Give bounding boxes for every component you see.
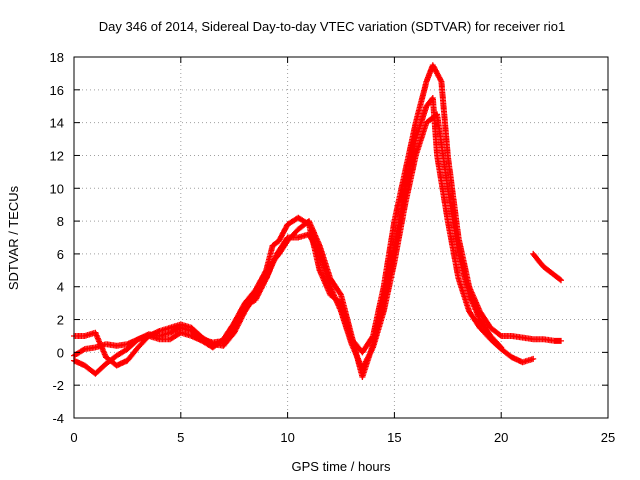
series-markers — [71, 62, 564, 359]
y-tick-label: 12 — [50, 148, 64, 163]
y-tick-label: 6 — [57, 247, 64, 262]
y-tick-label: 14 — [50, 116, 64, 131]
plot-frame — [73, 56, 609, 419]
y-tick-label: 16 — [50, 83, 64, 98]
y-tick-label: -2 — [52, 378, 64, 393]
y-tick-label: 0 — [57, 345, 64, 360]
x-tick-label: 20 — [494, 430, 508, 445]
ticks: 0 5 10 15 20 25 -4 -2 0 2 4 6 8 10 12 14 16 18 — [50, 50, 616, 445]
y-tick-label: 8 — [57, 214, 64, 229]
grid — [74, 57, 608, 418]
y-tick-label: 18 — [50, 50, 64, 65]
series-track-4 — [530, 250, 564, 284]
series-track-2 — [71, 62, 564, 359]
y-axis-label: SDTVAR / TECUs — [6, 185, 21, 290]
series-markers — [530, 250, 564, 284]
chart-title: Day 346 of 2014, Sidereal Day-to-day VTE… — [99, 19, 566, 34]
y-tick-label: 10 — [50, 181, 64, 196]
y-tick-label: 2 — [57, 313, 64, 328]
x-tick-label: 15 — [387, 430, 401, 445]
x-tick-label: 25 — [601, 430, 615, 445]
x-tick-label: 0 — [70, 430, 77, 445]
y-tick-label: -4 — [52, 411, 64, 426]
x-tick-label: 5 — [177, 430, 184, 445]
x-tick-label: 10 — [280, 430, 294, 445]
y-tick-label: 4 — [57, 280, 64, 295]
x-axis-label: GPS time / hours — [292, 459, 391, 474]
